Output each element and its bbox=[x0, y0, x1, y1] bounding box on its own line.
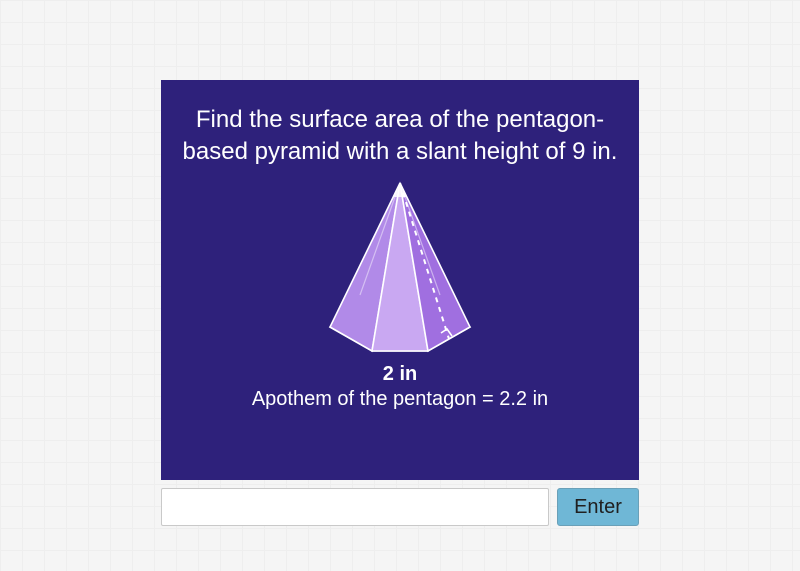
apothem-label: Apothem of the pentagon = 2.2 in bbox=[181, 388, 619, 411]
base-edge-label: 2 in bbox=[181, 363, 619, 386]
enter-button[interactable]: Enter bbox=[557, 488, 639, 526]
pyramid-figure bbox=[181, 177, 619, 361]
pyramid-svg bbox=[300, 177, 500, 361]
answer-row: Enter bbox=[161, 488, 639, 526]
question-card: Find the surface area of the pentagon-ba… bbox=[161, 80, 639, 480]
question-text: Find the surface area of the pentagon-ba… bbox=[181, 104, 619, 169]
answer-input[interactable] bbox=[161, 488, 549, 526]
